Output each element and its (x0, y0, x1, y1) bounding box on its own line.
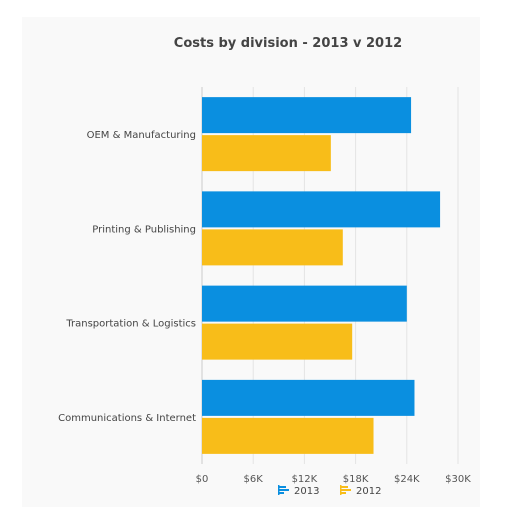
x-tick-label: $0 (196, 474, 209, 485)
bar-chart: Costs by division - 2013 v 2012 OEM & Ma… (58, 36, 472, 497)
legend-label: 2013 (294, 486, 319, 497)
bar-2013-1[interactable] (202, 97, 412, 134)
x-tick-label: $24K (394, 474, 420, 485)
legend-item-2012[interactable]: 2012 (340, 485, 381, 497)
bar-2012-3[interactable] (202, 323, 353, 360)
bar-2012-2[interactable] (202, 229, 343, 266)
bar-chart-icon (278, 485, 289, 495)
bars (202, 97, 441, 454)
bar-2013-4[interactable] (202, 379, 415, 416)
category-label: OEM & Manufacturing (87, 130, 196, 141)
legend-label: 2012 (356, 486, 381, 497)
x-tick-label: $18K (343, 474, 369, 485)
category-label: Transportation & Logistics (65, 319, 196, 330)
legend-item-2013[interactable]: 2013 (278, 485, 319, 497)
bar-2012-4[interactable] (202, 417, 374, 454)
category-labels: OEM & Manufacturing Printing & Publishing… (58, 130, 196, 424)
chart-title: Costs by division - 2013 v 2012 (174, 36, 402, 51)
legend[interactable]: 2013 2012 (278, 485, 381, 497)
x-axis-ticks: $0 $6K $12K $18K $24K $30K (196, 474, 472, 485)
x-tick-label: $30K (445, 474, 471, 485)
category-label: Communications & Internet (58, 413, 196, 424)
bar-2013-3[interactable] (202, 285, 407, 322)
bar-2012-1[interactable] (202, 135, 331, 172)
bar-2013-2[interactable] (202, 191, 441, 228)
category-label: Printing & Publishing (92, 224, 196, 235)
bar-chart-icon (340, 485, 351, 495)
chart-panel: Costs by division - 2013 v 2012 OEM & Ma… (22, 17, 480, 507)
x-tick-label: $12K (292, 474, 318, 485)
x-tick-label: $6K (244, 474, 264, 485)
